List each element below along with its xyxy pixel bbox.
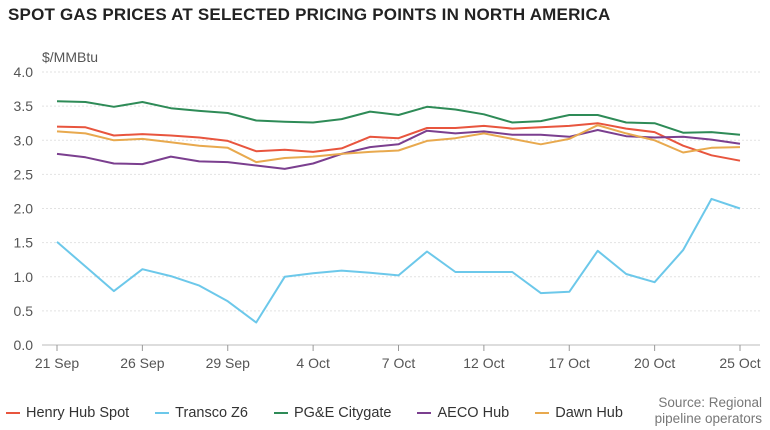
y-axis-ticks: 0.0 0.5 1.0 1.5 2.0 2.5 3.0 3.5 4.0 [14, 64, 34, 353]
legend-label: Henry Hub Spot [26, 405, 130, 421]
series-lines [56, 100, 741, 324]
y-axis-unit-label: $/MMBtu [42, 49, 98, 65]
legend-item-aeco-hub: AECO Hub [417, 405, 509, 421]
y-tick-label: 3.0 [14, 132, 34, 148]
x-tick-label: 29 Sep [206, 355, 251, 371]
y-tick-label: 4.0 [14, 64, 34, 80]
y-tick-label: 0.5 [14, 303, 34, 319]
legend-label: PG&E Citygate [293, 405, 392, 421]
x-tick-label: 4 Oct [296, 355, 330, 371]
x-tick-label: 7 Oct [382, 355, 416, 371]
legend-item-dawn-hub: Dawn Hub [535, 405, 623, 421]
gridlines [42, 71, 760, 346]
y-tick-label: 1.5 [14, 235, 34, 251]
y-tick-label: 3.5 [14, 98, 34, 114]
legend-item-transco-z6: Transco Z6 [155, 405, 248, 421]
y-tick-label: 1.0 [14, 269, 34, 285]
source-line: Source: Regional [658, 395, 762, 410]
series-line-aeco-hub [56, 129, 741, 170]
x-tick-label: 17 Oct [549, 355, 590, 371]
chart-title: SPOT GAS PRICES AT SELECTED PRICING POIN… [8, 5, 611, 24]
series-line-henry-hub-spot [56, 122, 741, 162]
series-line-pg-e-citygate [56, 100, 741, 136]
legend-swatch [535, 412, 550, 414]
legend-swatch [417, 412, 432, 414]
source-note: Source: Regional pipeline operators [655, 395, 762, 427]
x-tick-label: 21 Sep [35, 355, 80, 371]
source-line: pipeline operators [654, 411, 762, 426]
x-axis: 21 Sep 26 Sep 29 Sep 4 Oct 7 Oct 12 Oct 17 Oct… [35, 345, 761, 371]
x-tick-label: 12 Oct [463, 355, 504, 371]
x-tick-label: 26 Sep [120, 355, 165, 371]
x-tick-label: 20 Oct [634, 355, 675, 371]
legend-swatch [6, 412, 20, 414]
legend-item-henry-hub: Henry Hub Spot [6, 405, 129, 421]
legend-swatch [273, 412, 288, 414]
legend: Henry Hub Spot Transco Z6 PG&E Citygate … [6, 405, 649, 421]
x-tick-label: 25 Oct [719, 355, 760, 371]
series-line-dawn-hub [56, 124, 741, 164]
legend-label: Dawn Hub [555, 405, 623, 421]
series-line-transco-z6 [56, 197, 741, 324]
y-tick-label: 2.0 [14, 201, 34, 217]
legend-item-pge-citygate: PG&E Citygate [273, 405, 392, 421]
legend-swatch [155, 412, 170, 414]
y-tick-label: 2.5 [14, 166, 34, 182]
legend-label: Transco Z6 [175, 405, 248, 421]
y-tick-label: 0.0 [14, 337, 34, 353]
legend-label: AECO Hub [437, 405, 510, 421]
